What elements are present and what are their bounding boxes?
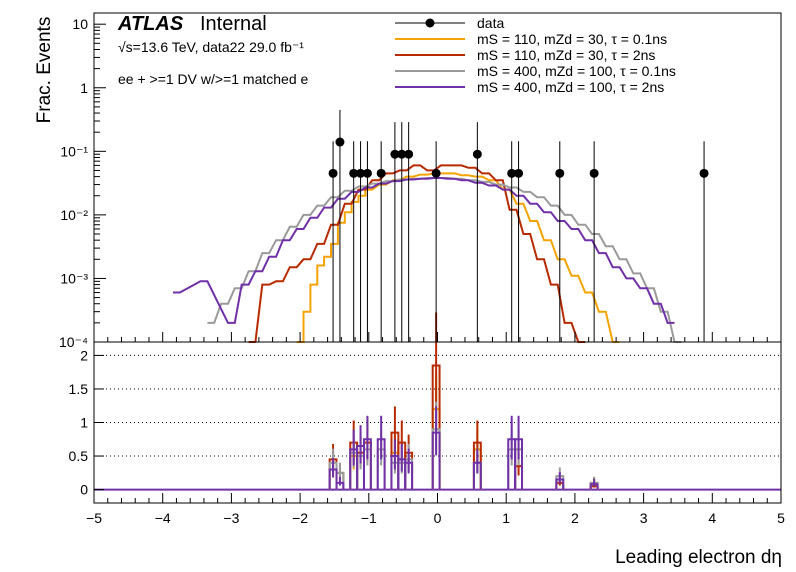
top-y-tick-label: 10⁻⁴	[59, 334, 88, 350]
series-line-1	[248, 164, 586, 343]
data-point	[328, 168, 338, 178]
energy-label: √s=13.6 TeV, data22 29.0 fb⁻¹	[118, 39, 304, 55]
series-line-3	[173, 177, 675, 324]
data-point	[555, 168, 565, 178]
legend-marker-data	[425, 18, 435, 28]
x-tick-label: 2	[571, 510, 579, 526]
legend-label-2: mS = 110, mZd = 30, τ = 2ns	[477, 47, 655, 63]
legend-label-3: mS = 400, mZd = 100, τ = 0.1ns	[477, 63, 676, 79]
top-y-tick-label: 10⁻¹	[60, 143, 88, 159]
x-tick-label: 0	[434, 510, 442, 526]
series-line-0	[296, 172, 620, 343]
top-y-tick-label: 1	[80, 80, 88, 96]
ratio-y-tick-label: 1.5	[69, 381, 89, 397]
data-point	[514, 168, 524, 178]
legend-label-0: data	[477, 15, 504, 31]
ratio-y-tick-label: 2	[80, 347, 88, 363]
data-point	[397, 149, 407, 159]
data-point	[362, 168, 372, 178]
ratio-y-tick-label: 1	[80, 415, 88, 431]
data-point	[390, 149, 400, 159]
ratio-y-tick-label: 0	[80, 482, 88, 498]
data-point	[472, 149, 482, 159]
x-tick-label: 3	[640, 510, 648, 526]
x-axis-title: Leading electron dη	[615, 547, 782, 568]
x-tick-label: −2	[292, 510, 308, 526]
x-tick-label: −4	[155, 510, 171, 526]
x-tick-label: 5	[777, 510, 785, 526]
legend-label-4: mS = 400, mZd = 100, τ = 2ns	[477, 79, 664, 95]
selection-label: ee + >=1 DV w/>=1 matched e	[118, 71, 309, 87]
data-point	[349, 168, 359, 178]
x-tick-label: 4	[708, 510, 716, 526]
experiment-label: ATLAS	[117, 13, 184, 35]
x-tick-label: −1	[361, 510, 377, 526]
top-y-tick-label: 10	[72, 16, 88, 32]
legend-label-1: mS = 110, mZd = 30, τ = 0.1ns	[477, 31, 667, 47]
data-point	[699, 168, 709, 178]
data-point	[376, 168, 386, 178]
data-point	[335, 137, 345, 147]
x-tick-label: 1	[502, 510, 510, 526]
experiment-status: Internal	[200, 13, 267, 35]
top-y-tick-label: 10⁻²	[60, 207, 88, 223]
x-tick-label: −3	[223, 510, 239, 526]
data-point	[404, 149, 414, 159]
data-point	[589, 168, 599, 178]
data-point	[431, 168, 441, 178]
ratio-y-tick-label: 0.5	[69, 448, 89, 464]
x-tick-label: −5	[86, 510, 102, 526]
y-axis-title: Frac. Events	[34, 17, 55, 124]
data-point	[356, 168, 366, 178]
top-y-tick-label: 10⁻³	[60, 270, 88, 286]
series-line-2	[207, 177, 682, 343]
data-point	[507, 168, 517, 178]
